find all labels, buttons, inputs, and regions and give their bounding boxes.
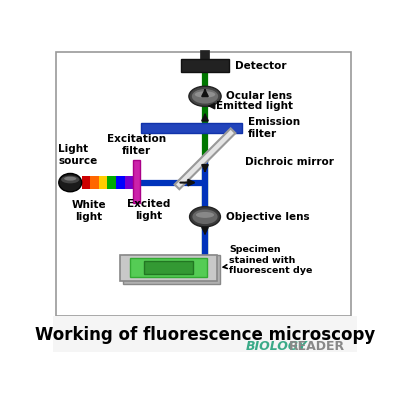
- Text: Ocular lens: Ocular lens: [226, 91, 292, 101]
- Ellipse shape: [192, 89, 218, 104]
- FancyBboxPatch shape: [181, 59, 229, 72]
- Ellipse shape: [196, 212, 214, 218]
- Text: Specimen
stained with
fluorescent dye: Specimen stained with fluorescent dye: [223, 245, 313, 275]
- Ellipse shape: [195, 91, 215, 98]
- Bar: [108, 176, 116, 189]
- FancyBboxPatch shape: [130, 258, 206, 277]
- Text: Detector: Detector: [235, 61, 286, 70]
- Ellipse shape: [61, 176, 79, 183]
- FancyBboxPatch shape: [123, 255, 220, 284]
- Text: Working of fluorescence microscopy: Working of fluorescence microscopy: [35, 326, 375, 344]
- Text: White
light: White light: [71, 200, 106, 222]
- FancyBboxPatch shape: [144, 261, 193, 274]
- Polygon shape: [174, 128, 236, 189]
- Text: Light
source: Light source: [58, 144, 97, 166]
- Text: Objective lens: Objective lens: [226, 212, 310, 222]
- Text: Emission
filter: Emission filter: [248, 117, 300, 139]
- Bar: [90, 176, 99, 189]
- Ellipse shape: [59, 173, 82, 192]
- Bar: [116, 176, 125, 189]
- Text: Emitted light: Emitted light: [216, 101, 293, 111]
- Ellipse shape: [190, 207, 220, 227]
- Bar: [99, 176, 108, 189]
- FancyBboxPatch shape: [133, 160, 140, 203]
- Text: Dichroic mirror: Dichroic mirror: [245, 157, 334, 167]
- Ellipse shape: [192, 209, 218, 224]
- Text: BIOLOGY: BIOLOGY: [246, 340, 308, 353]
- Text: Excited
light: Excited light: [127, 199, 170, 221]
- Ellipse shape: [64, 177, 76, 181]
- FancyBboxPatch shape: [141, 123, 242, 133]
- Bar: [82, 176, 90, 189]
- Ellipse shape: [189, 86, 221, 107]
- Bar: [52, 316, 358, 352]
- Text: READER: READER: [289, 340, 345, 353]
- Bar: [125, 176, 133, 189]
- FancyBboxPatch shape: [120, 255, 217, 281]
- Bar: [56, 52, 351, 316]
- Text: Excitation
filter: Excitation filter: [107, 134, 166, 156]
